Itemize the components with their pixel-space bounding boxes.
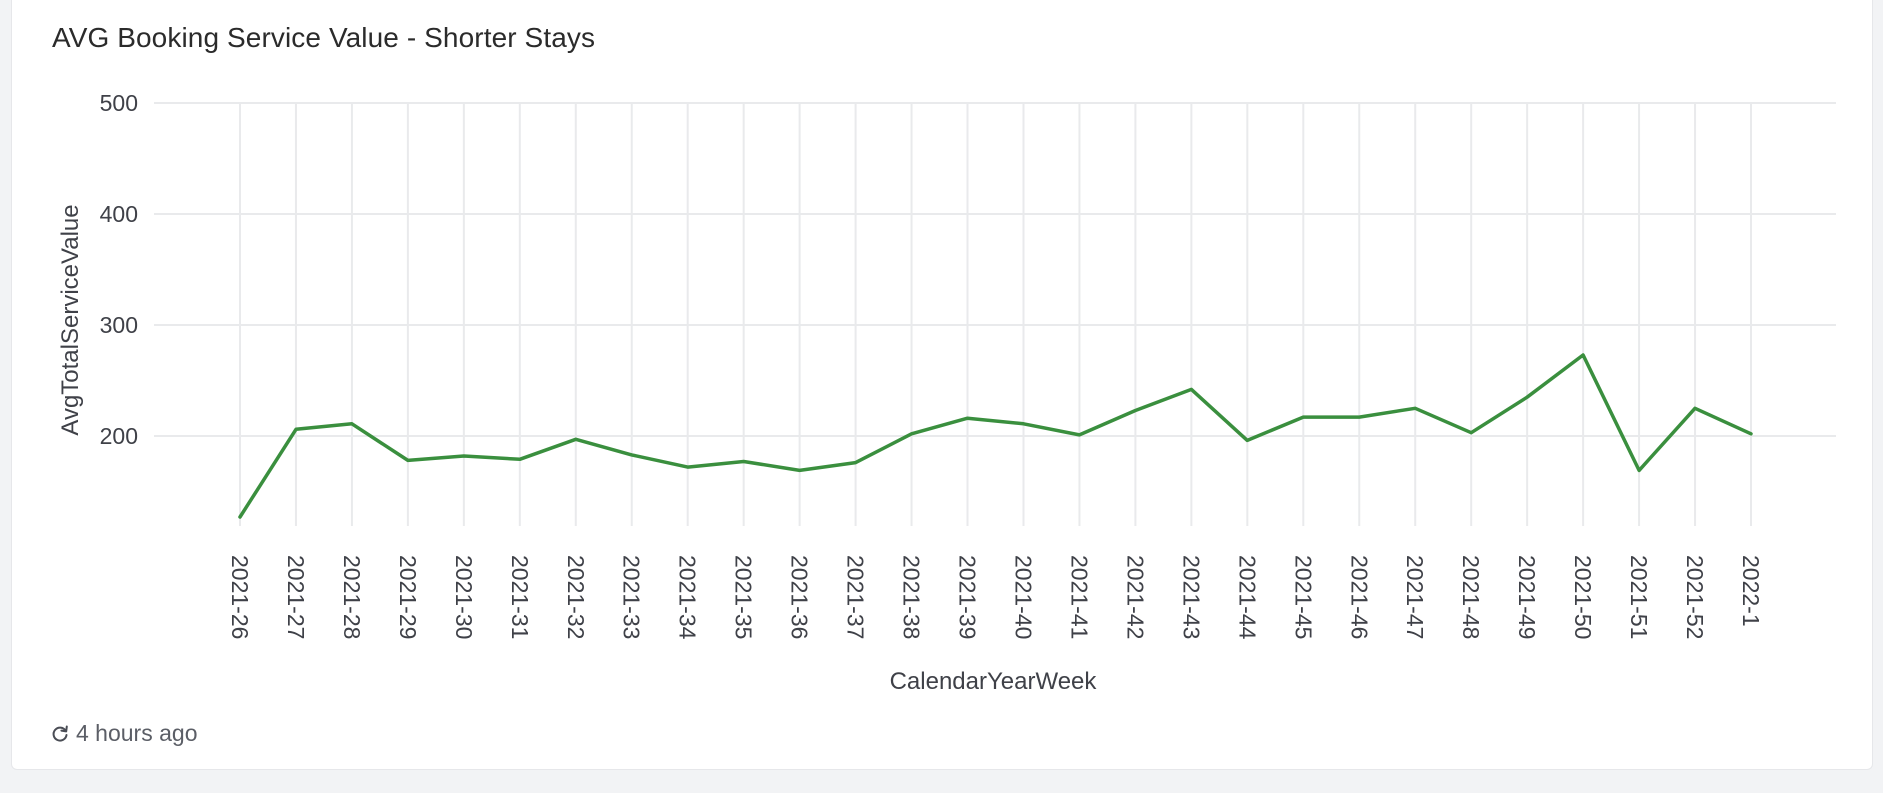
data-point[interactable] — [1017, 418, 1029, 430]
data-point[interactable] — [290, 423, 302, 435]
refresh-icon[interactable] — [50, 724, 70, 744]
x-tick-label: 2021-45 — [1290, 555, 1316, 639]
data-point[interactable] — [850, 457, 862, 469]
data-point[interactable] — [738, 456, 750, 468]
data-point[interactable] — [1129, 404, 1141, 416]
x-tick-label: 2021-46 — [1346, 555, 1372, 639]
x-tick-label: 2021-47 — [1402, 555, 1428, 639]
refresh-status: 4 hours ago — [50, 720, 197, 747]
data-point[interactable] — [1745, 428, 1757, 440]
grid-lines — [154, 102, 1836, 526]
x-tick-label: 2021-43 — [1178, 555, 1204, 639]
data-point[interactable] — [794, 464, 806, 476]
y-tick-label: 400 — [100, 201, 138, 227]
data-point[interactable] — [1521, 391, 1533, 403]
x-tick-label: 2021-37 — [843, 555, 869, 639]
series-line[interactable] — [238, 353, 1753, 519]
x-tick-label: 2021-44 — [1234, 555, 1260, 640]
series-line-layer — [234, 349, 1757, 523]
data-point[interactable] — [906, 428, 918, 440]
chart-title: AVG Booking Service Value - Shorter Stay… — [52, 22, 596, 53]
data-point[interactable] — [1241, 434, 1253, 446]
x-tick-label: 2021-28 — [339, 555, 365, 639]
x-tick-label: 2021-52 — [1682, 555, 1708, 639]
data-point[interactable] — [1185, 383, 1197, 395]
y-axis-title: AvgTotalServiceValue — [57, 204, 84, 435]
y-tick-label: 500 — [100, 90, 138, 116]
data-point[interactable] — [1073, 429, 1085, 441]
x-tick-label: 2021-26 — [227, 555, 253, 639]
x-tick-label: 2021-29 — [395, 555, 421, 639]
data-point[interactable] — [1353, 411, 1365, 423]
data-point[interactable] — [1689, 402, 1701, 414]
data-point[interactable] — [1297, 411, 1309, 423]
x-tick-label: 2021-41 — [1066, 555, 1092, 639]
data-point[interactable] — [1465, 427, 1477, 439]
x-tick-label: 2021-51 — [1626, 555, 1652, 639]
data-point[interactable] — [962, 412, 974, 424]
x-tick-label: 2021-49 — [1514, 555, 1540, 639]
x-tick-label: 2021-31 — [507, 555, 533, 639]
x-tick-label: 2021-39 — [955, 555, 981, 639]
x-tick-label: 2021-48 — [1458, 555, 1484, 639]
data-point[interactable] — [402, 454, 414, 466]
data-point[interactable] — [234, 511, 246, 523]
x-tick-label: 2021-35 — [731, 555, 757, 639]
data-point[interactable] — [514, 453, 526, 465]
data-point[interactable] — [1577, 349, 1589, 361]
chart-card: AVG Booking Service Value - Shorter Stay… — [11, 0, 1873, 770]
data-point[interactable] — [626, 449, 638, 461]
x-tick-label: 2021-42 — [1122, 555, 1148, 639]
x-tick-label: 2021-27 — [283, 555, 309, 639]
y-tick-label: 300 — [100, 312, 138, 338]
x-tick-label: 2021-40 — [1010, 555, 1036, 639]
data-point[interactable] — [458, 450, 470, 462]
data-point[interactable] — [570, 433, 582, 445]
x-tick-label: 2021-32 — [563, 555, 589, 639]
y-tick-label: 200 — [100, 423, 138, 449]
x-tick-label: 2021-38 — [899, 555, 925, 639]
refresh-time: 4 hours ago — [76, 720, 198, 746]
x-tick-label: 2021-50 — [1570, 555, 1596, 639]
x-tick-label: 2021-33 — [619, 555, 645, 639]
x-tick-label: 2021-34 — [675, 555, 701, 640]
x-tick-label: 2021-30 — [451, 555, 477, 639]
x-tick-label: 2021-36 — [787, 555, 813, 639]
x-axis-title: CalendarYearWeek — [890, 668, 1098, 695]
x-axis-ticks: 2021-26 2021-27 2021-28 2021-29 2021-30 2021-… — [227, 555, 1764, 640]
data-point[interactable] — [1633, 464, 1645, 476]
x-tick-label: 2022-1 — [1738, 555, 1764, 627]
y-axis-ticks: 200 300 400 500 — [100, 90, 138, 449]
data-point[interactable] — [682, 461, 694, 473]
data-point[interactable] — [1409, 402, 1421, 414]
data-point[interactable] — [346, 418, 358, 430]
